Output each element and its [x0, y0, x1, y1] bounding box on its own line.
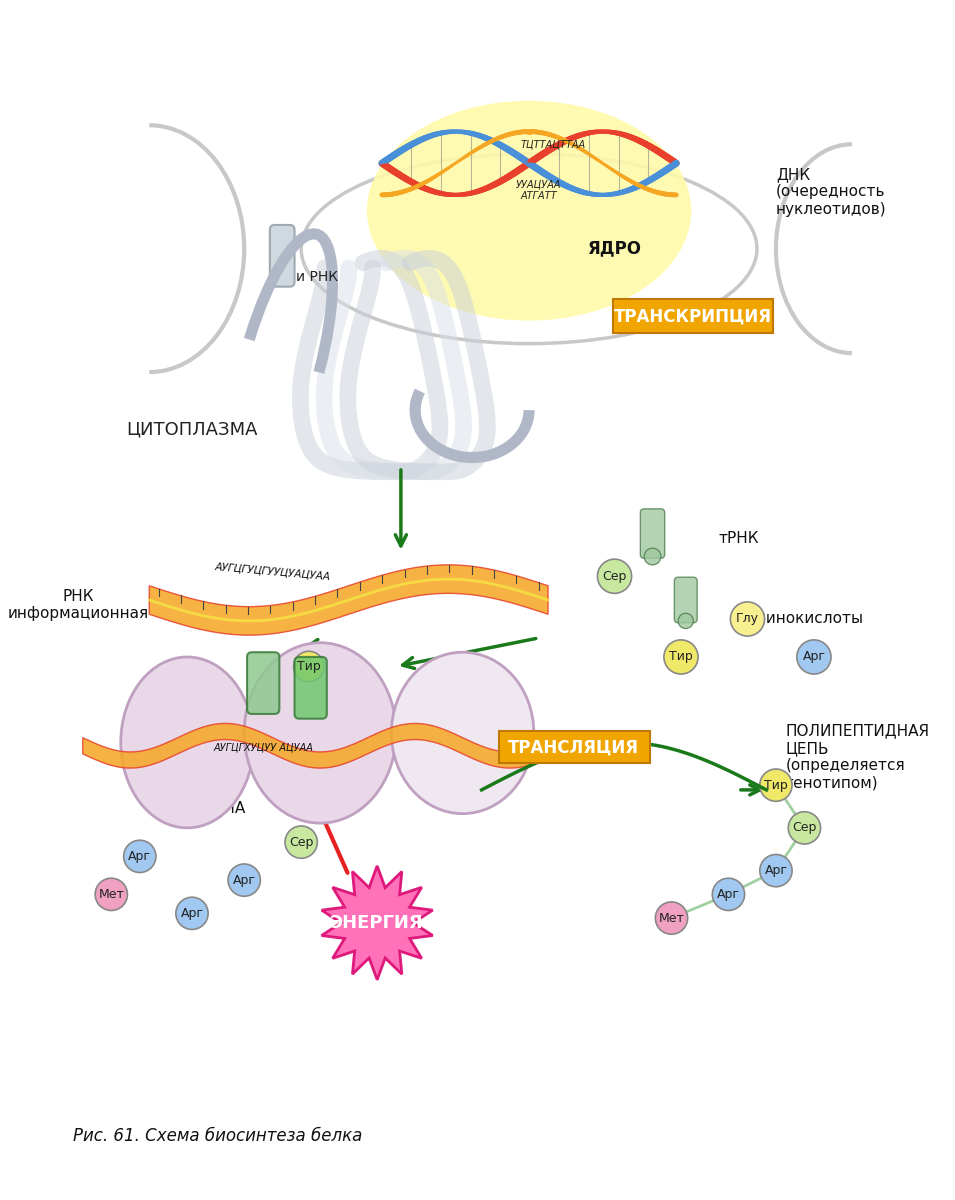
Text: УУАЦУАА
АТГАТТ: УУАЦУАА АТГАТТ — [516, 179, 562, 200]
FancyBboxPatch shape — [247, 653, 280, 714]
Text: Арг: Арг — [128, 850, 151, 863]
Circle shape — [760, 769, 792, 802]
Polygon shape — [322, 866, 433, 980]
FancyBboxPatch shape — [294, 656, 327, 719]
Circle shape — [796, 640, 831, 674]
Circle shape — [788, 811, 820, 844]
Text: ЯДРО: ЯДРО — [587, 240, 642, 258]
Text: Тир: Тир — [669, 650, 693, 664]
Ellipse shape — [120, 656, 254, 828]
FancyBboxPatch shape — [641, 509, 665, 558]
FancyBboxPatch shape — [674, 577, 697, 623]
Circle shape — [664, 640, 698, 674]
Circle shape — [293, 652, 324, 682]
FancyBboxPatch shape — [270, 224, 294, 287]
Text: Сер: Сер — [793, 821, 817, 834]
Text: Рис. 61. Схема биосинтеза белка: Рис. 61. Схема биосинтеза белка — [74, 1128, 363, 1146]
Text: тРНК: тРНК — [719, 530, 759, 546]
Text: Глу: Глу — [736, 612, 759, 625]
Text: ЭНЕРГИЯ: ЭНЕРГИЯ — [330, 914, 424, 932]
Text: ТРАНСЛЯЦИЯ: ТРАНСЛЯЦИЯ — [508, 738, 639, 756]
Circle shape — [123, 840, 156, 872]
Text: ЦИТОПЛАЗМА: ЦИТОПЛАЗМА — [126, 420, 258, 438]
Text: Тир: Тир — [297, 660, 321, 673]
Text: АУГЦГУЦГУУЦУАЦУАА: АУГЦГУЦГУУЦУАЦУАА — [215, 562, 331, 582]
Text: ТРАНСКРИПЦИЯ: ТРАНСКРИПЦИЯ — [614, 307, 773, 325]
Circle shape — [731, 602, 765, 636]
Text: Арг: Арг — [180, 907, 203, 920]
Circle shape — [760, 854, 792, 887]
Text: ДНК
(очередность
нуклеотидов): ДНК (очередность нуклеотидов) — [776, 167, 886, 217]
Text: РИБОСОМА: РИБОСОМА — [157, 802, 246, 816]
Text: Арг: Арг — [717, 888, 740, 901]
Text: Тир: Тир — [764, 779, 788, 792]
Text: Сер: Сер — [289, 835, 313, 848]
Circle shape — [598, 559, 631, 593]
Circle shape — [712, 878, 745, 911]
Ellipse shape — [392, 653, 534, 814]
Circle shape — [645, 548, 661, 565]
Text: АУГЦГХУЦУУ АЦУАА: АУГЦГХУЦУУ АЦУАА — [213, 742, 313, 752]
Text: ТЦТТАЦТТАА: ТЦТТАЦТТАА — [520, 139, 585, 149]
Circle shape — [96, 878, 127, 911]
Circle shape — [678, 613, 693, 629]
Text: Арг: Арг — [233, 874, 256, 887]
Circle shape — [228, 864, 261, 896]
Circle shape — [176, 898, 208, 930]
FancyBboxPatch shape — [499, 731, 649, 763]
Polygon shape — [83, 724, 558, 768]
Circle shape — [655, 902, 688, 935]
Text: Аминокислоты: Аминокислоты — [745, 612, 864, 626]
Ellipse shape — [368, 102, 690, 320]
Text: Мет: Мет — [98, 888, 124, 901]
FancyBboxPatch shape — [612, 299, 774, 334]
Text: и РНК: и РНК — [296, 270, 338, 284]
Text: РНК
информационная: РНК информационная — [8, 588, 149, 620]
Text: ПОЛИПЕПТИДНАЯ
ЦЕПЬ
(определяется
генотипом): ПОЛИПЕПТИДНАЯ ЦЕПЬ (определяется генотип… — [785, 724, 929, 791]
Text: Арг: Арг — [764, 864, 788, 877]
Text: Арг: Арг — [802, 650, 825, 664]
Text: Мет: Мет — [659, 912, 685, 924]
Ellipse shape — [244, 643, 396, 823]
Polygon shape — [149, 565, 548, 635]
Text: Сер: Сер — [603, 570, 626, 583]
Circle shape — [285, 826, 317, 858]
